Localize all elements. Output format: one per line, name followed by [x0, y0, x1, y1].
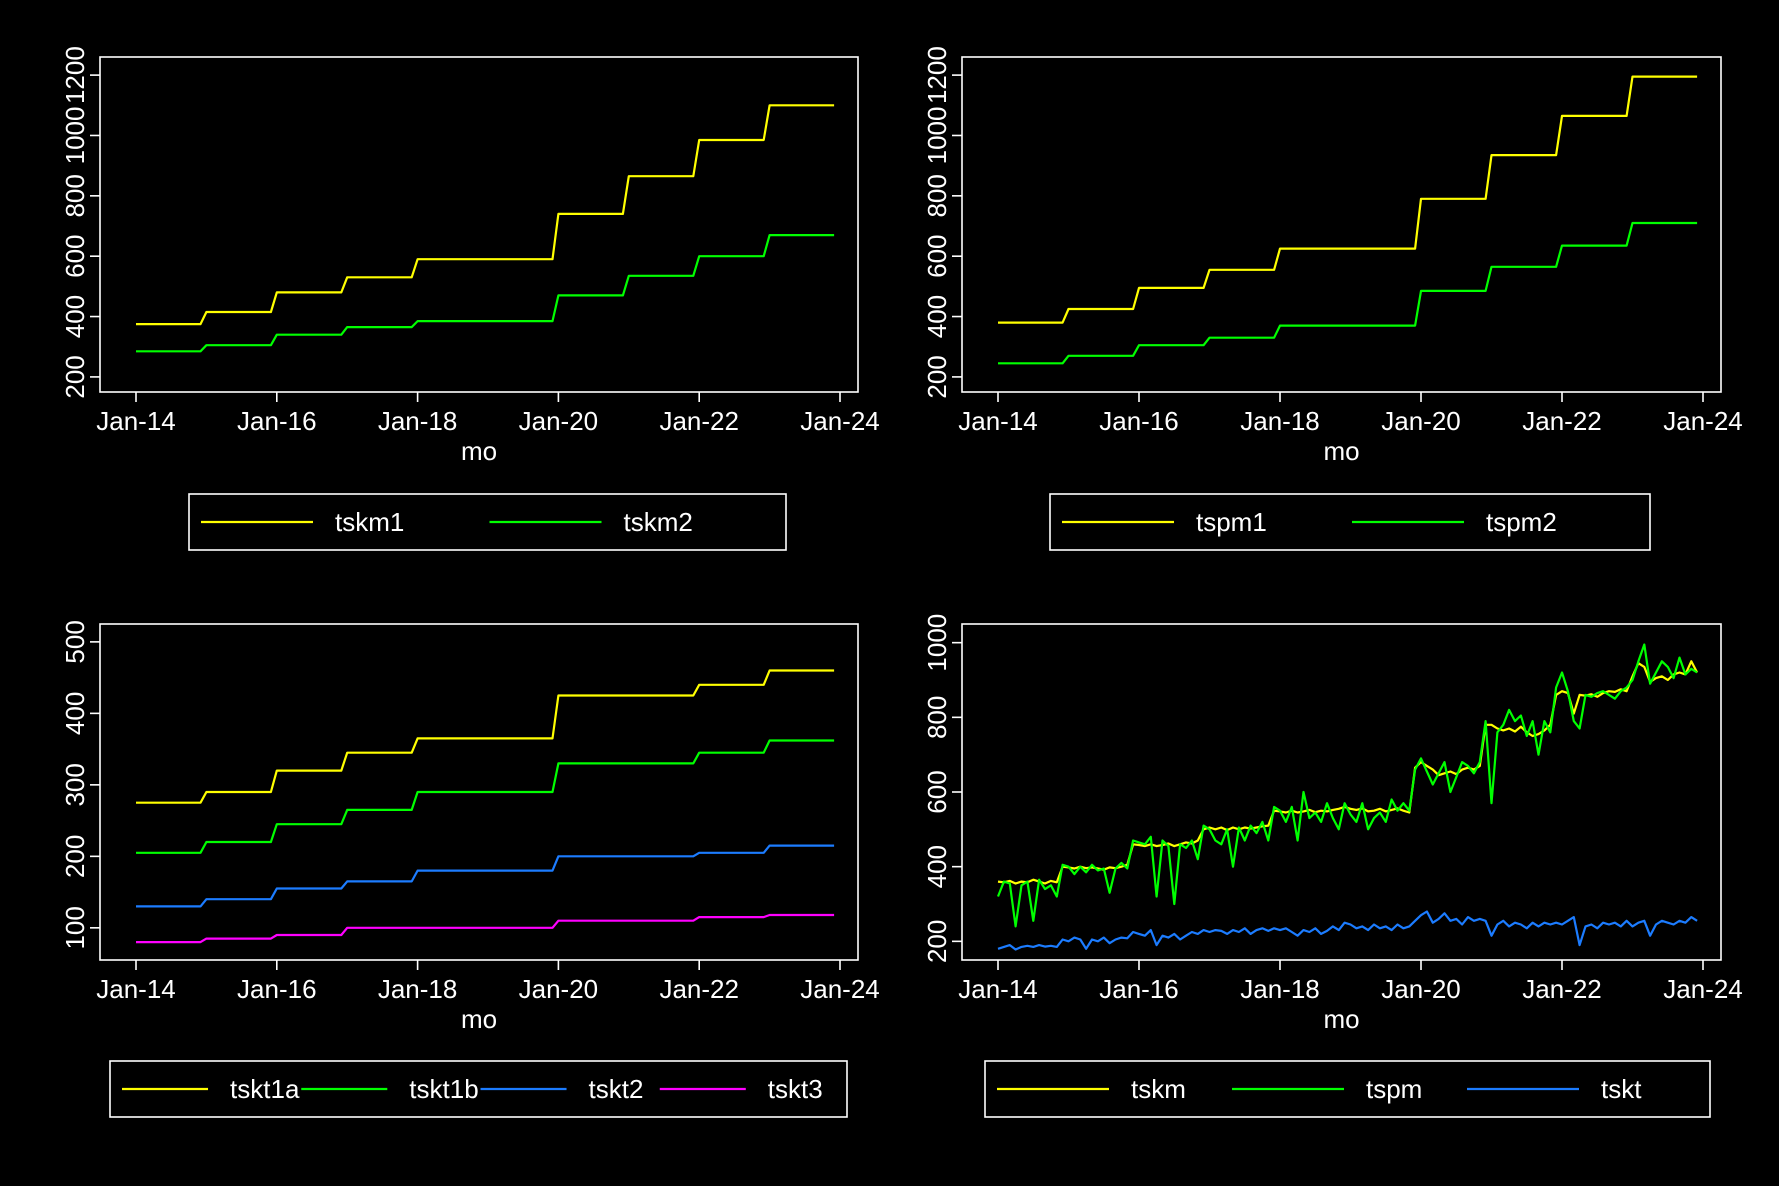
y-tick-label: 100 — [60, 906, 90, 949]
y-tick-label: 400 — [922, 295, 952, 338]
series-line-tspm2 — [998, 221, 1698, 365]
x-tick-label: Jan-20 — [1381, 974, 1461, 1004]
y-tick-label: 800 — [922, 174, 952, 217]
series-line-tskt1b — [136, 739, 835, 854]
plot-area-frame — [99, 623, 859, 961]
x-tick-label: Jan-14 — [958, 406, 1038, 436]
y-tick-label: 1200 — [60, 46, 90, 104]
x-tick-label: Jan-24 — [800, 974, 880, 1004]
x-axis-title: mo — [461, 1004, 497, 1034]
y-tick-label: 800 — [922, 696, 952, 739]
x-tick-label: Jan-22 — [659, 974, 739, 1004]
series-line-tskt — [997, 910, 1698, 951]
y-tick-label: 200 — [922, 920, 952, 963]
x-tick-label: Jan-16 — [1099, 974, 1179, 1004]
series-line-tskt3 — [136, 913, 835, 944]
y-tick-label: 800 — [60, 174, 90, 217]
series-line-tskm1 — [136, 104, 835, 326]
legend-label-tskt2: tskt2 — [589, 1074, 644, 1104]
y-tick-label: 1000 — [922, 614, 952, 672]
x-tick-label: Jan-18 — [378, 974, 458, 1004]
x-tick-label: Jan-16 — [237, 406, 317, 436]
y-tick-label: 600 — [922, 770, 952, 813]
legend-frame — [1049, 493, 1651, 551]
x-tick-label: Jan-24 — [1663, 406, 1743, 436]
x-tick-label: Jan-16 — [1099, 406, 1179, 436]
x-tick-label: Jan-18 — [378, 406, 458, 436]
legend-label-tskt1b: tskt1b — [409, 1074, 478, 1104]
x-tick-label: Jan-20 — [519, 406, 599, 436]
legend-label-tskt3: tskt3 — [768, 1074, 823, 1104]
y-tick-label: 200 — [60, 835, 90, 878]
legend-label-tspm1: tspm1 — [1196, 507, 1267, 537]
chart-panel-3: 100 200 300 400 500 Jan-14 Jan-16 Jan-18 Jan-20 J… — [60, 620, 880, 1118]
x-tick-label: Jan-14 — [96, 406, 176, 436]
y-tick-label: 600 — [922, 234, 952, 277]
x-tick-label: Jan-18 — [1240, 406, 1320, 436]
legend-label-tspm2: tspm2 — [1486, 507, 1557, 537]
y-tick-label: 1200 — [922, 46, 952, 104]
y-tick-label: 400 — [922, 845, 952, 888]
x-axis-title: mo — [1323, 1004, 1359, 1034]
series-line-tskt2 — [136, 844, 835, 908]
series-line-tspm — [996, 643, 1698, 928]
y-tick-label: 600 — [60, 234, 90, 277]
y-tick-label: 300 — [60, 763, 90, 806]
series-line-tskm2 — [136, 234, 835, 353]
x-tick-label: Jan-22 — [1522, 974, 1602, 1004]
x-tick-label: Jan-24 — [800, 406, 880, 436]
legend-frame — [984, 1060, 1711, 1118]
x-tick-label: Jan-18 — [1240, 974, 1320, 1004]
x-tick-label: Jan-20 — [519, 974, 599, 1004]
legend: tskm tspm tskt — [984, 1060, 1711, 1118]
y-tick-label: 500 — [60, 620, 90, 663]
y-tick-label: 200 — [60, 355, 90, 398]
legend-frame — [188, 493, 787, 551]
legend-label-tskm1: tskm1 — [335, 507, 404, 537]
plot-area-frame — [961, 56, 1722, 393]
x-tick-label: Jan-24 — [1663, 974, 1743, 1004]
x-tick-label: Jan-14 — [96, 974, 176, 1004]
y-tick-label: 400 — [60, 295, 90, 338]
plot-area-frame — [99, 56, 859, 393]
series-line-tspm1 — [998, 75, 1698, 324]
y-tick-label: 1000 — [60, 107, 90, 165]
legend-label-tskt: tskt — [1601, 1074, 1642, 1104]
y-tick-label: 1000 — [922, 107, 952, 165]
legend-frame — [109, 1060, 848, 1118]
x-tick-label: Jan-22 — [1522, 406, 1602, 436]
y-tick-label: 400 — [60, 692, 90, 735]
series-line-tskt1a — [136, 669, 835, 804]
legend: tspm1 tspm2 — [1049, 493, 1651, 551]
x-axis-title: mo — [1323, 436, 1359, 466]
legend-label-tskm: tskm — [1131, 1074, 1186, 1104]
legend-label-tspm: tspm — [1366, 1074, 1422, 1104]
x-tick-label: Jan-20 — [1381, 406, 1461, 436]
x-tick-label: Jan-14 — [958, 974, 1038, 1004]
y-tick-label: 200 — [922, 355, 952, 398]
x-tick-label: Jan-16 — [237, 974, 317, 1004]
legend: tskt1a tskt1b tskt2 tskt3 — [109, 1060, 848, 1118]
x-tick-label: Jan-22 — [659, 406, 739, 436]
chart-panel-4: 200 400 600 800 1000 Jan-14 Jan-16 Jan-18 Jan-20… — [922, 614, 1743, 1118]
legend-label-tskm2: tskm2 — [624, 507, 693, 537]
x-axis-title: mo — [461, 436, 497, 466]
legend: tskm1 tskm2 — [188, 493, 787, 551]
legend-label-tskt1a: tskt1a — [230, 1074, 300, 1104]
